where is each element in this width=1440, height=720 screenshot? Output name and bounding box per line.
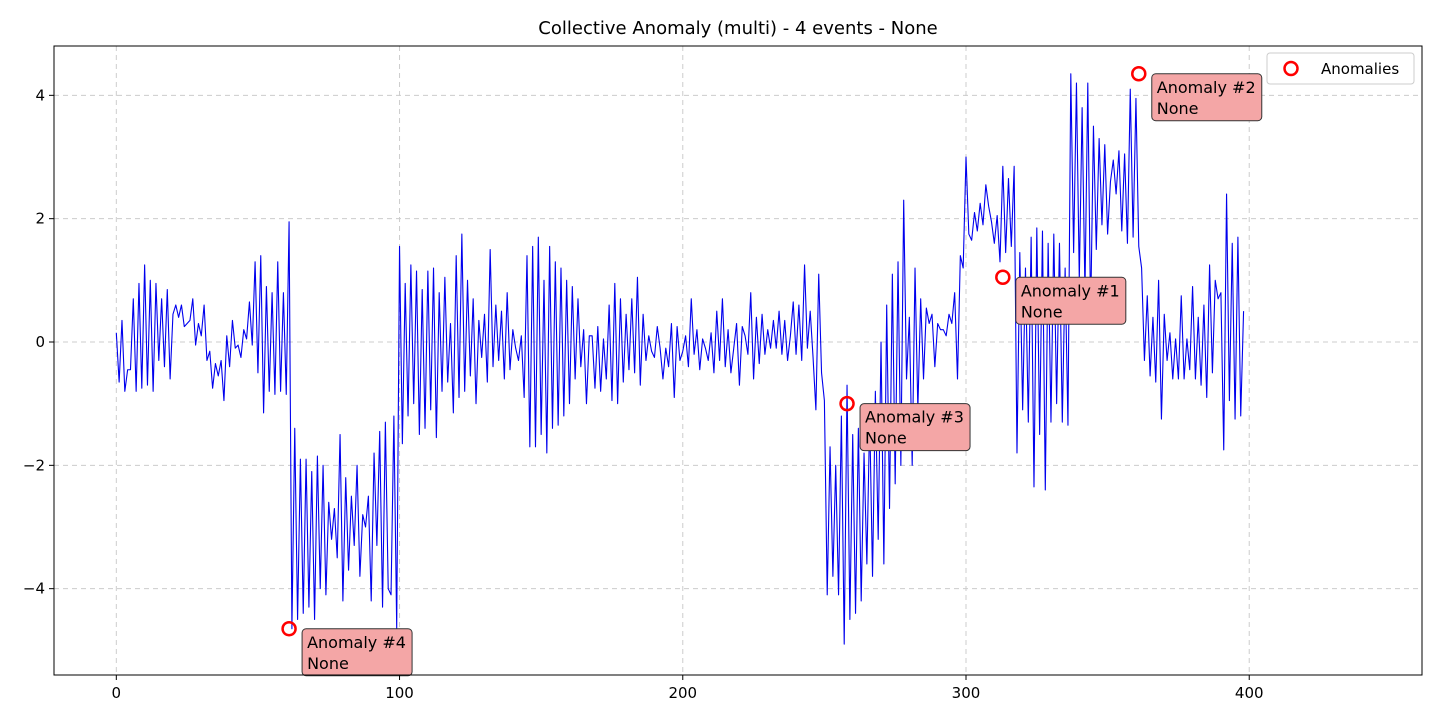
anomaly-layer: Anomaly #1 None Anomaly #2 None Anomaly #3 No…	[281, 66, 1263, 677]
y-tick-label: 2	[35, 210, 45, 228]
plot-frame	[53, 45, 1423, 676]
chart-title: Collective Anomaly (multi) - 4 events - …	[538, 18, 937, 39]
legend-marker-icon	[1283, 60, 1299, 77]
anomaly-marker	[281, 621, 297, 637]
anomaly-annotation-box	[859, 403, 971, 452]
anomaly-annotation-label: Anomaly #1	[1021, 281, 1120, 300]
anomaly-annotation-sublabel: None	[307, 654, 349, 673]
x-tick-label: 0	[112, 684, 122, 702]
legend-frame	[1266, 52, 1415, 85]
anomaly-marker	[839, 395, 855, 412]
anomaly-annotation-sublabel: None	[865, 429, 907, 448]
anomaly-annotation-sublabel: None	[1157, 99, 1199, 118]
y-tick-label: 4	[35, 86, 45, 104]
anomaly-annotation-box	[301, 628, 413, 677]
anomaly-marker	[1131, 66, 1147, 82]
anomaly-annotation-sublabel: None	[1021, 302, 1063, 321]
anomaly-annotation-box	[1015, 276, 1127, 325]
anomaly-annotation-label: Anomaly #3	[865, 408, 964, 427]
x-tick-label: 100	[385, 684, 414, 702]
axis-ticks: 0 100 200 300 400 −4 −2 0 2 4	[23, 86, 1264, 702]
anomaly-annotation-label: Anomaly #2	[1157, 78, 1256, 97]
x-tick-label: 300	[952, 684, 981, 702]
legend-label-anomalies: Anomalies	[1321, 60, 1399, 78]
series-layer	[115, 73, 1245, 645]
x-tick-label: 400	[1235, 684, 1264, 702]
anomaly-annotation-label: Anomaly #4	[307, 633, 406, 652]
series-line	[115, 73, 1245, 645]
y-tick-label: −4	[23, 580, 45, 598]
anomaly-marker	[995, 269, 1011, 285]
x-tick-label: 200	[668, 684, 697, 702]
anomaly-annotation-box	[1151, 73, 1263, 122]
y-tick-label: −2	[23, 456, 45, 474]
legend: Anomalies	[1266, 52, 1415, 85]
y-tick-label: 0	[35, 333, 45, 351]
